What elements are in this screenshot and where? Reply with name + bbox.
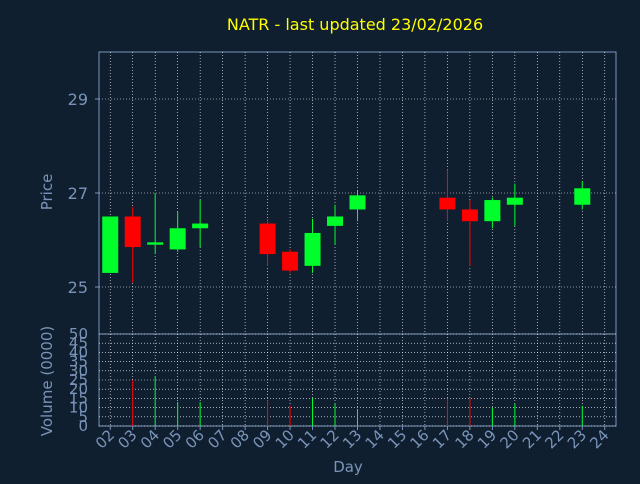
volume-tick-label: 30 (69, 362, 88, 380)
candle-body (574, 188, 591, 205)
chart-title: NATR - last updated 23/02/2026 (227, 15, 483, 34)
candle-body (169, 228, 186, 250)
candle-body (192, 223, 209, 229)
candle-body (282, 251, 299, 271)
price-tick-label: 29 (68, 90, 88, 109)
volume-tick-label: 20 (69, 380, 88, 398)
price-axis-label: Price (38, 174, 56, 211)
price-panel: 25 27 29 (68, 51, 617, 335)
candle-body (147, 242, 164, 245)
candle-body (259, 223, 276, 255)
candle-body (102, 216, 119, 273)
candle-body (304, 232, 321, 266)
candle-body (439, 197, 456, 210)
candle-body (484, 200, 501, 222)
volume-tick-label: 50 (69, 325, 88, 343)
volume-axis-label: Volume (0000) (38, 326, 56, 436)
price-tick-label: 25 (68, 278, 88, 297)
candle-body (506, 197, 523, 205)
volume-tick-label: 0 (78, 417, 88, 435)
volume-tick-label: 40 (69, 343, 88, 361)
day-axis: 0203040506070809101112131415161718192021… (92, 426, 613, 452)
day-axis-label: Day (333, 458, 363, 476)
volume-tick-label: 10 (69, 399, 88, 417)
candle-body (349, 195, 366, 210)
price-tick-label: 27 (68, 184, 88, 203)
volume-tick-label: 35 (69, 353, 88, 371)
candle-body (461, 209, 478, 222)
volume-tick-label: 45 (69, 334, 88, 352)
volume-tick-label: 15 (69, 389, 88, 407)
candle-body (327, 216, 344, 226)
volume-tick-label: 5 (78, 408, 88, 426)
candle-body (124, 216, 141, 248)
day-tick-label: 24 (586, 426, 612, 452)
volume-tick-label: 25 (69, 371, 88, 389)
